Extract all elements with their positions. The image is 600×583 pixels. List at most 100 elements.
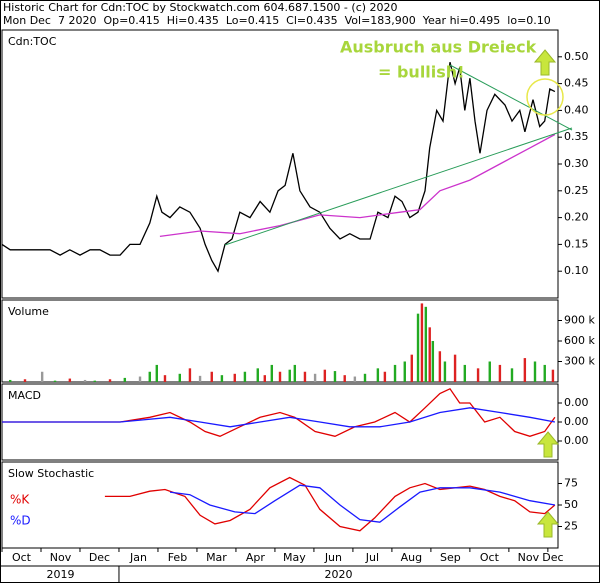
volume-bar [363, 373, 367, 382]
series-line [104, 476, 556, 532]
volume-bar [424, 306, 428, 382]
volume-bar [438, 351, 442, 382]
x-tick-label: Feb [168, 551, 187, 564]
volume-bar [353, 376, 357, 382]
y-tick-label: 0.00 [564, 434, 589, 447]
y-tick-label: 0.30 [564, 157, 589, 170]
volume-bar [288, 369, 291, 382]
y-tick-label: 0.00 [564, 415, 589, 428]
volume-bar [256, 368, 259, 382]
volume-bar [323, 369, 327, 382]
y-tick-label: 0.40 [564, 103, 589, 116]
y-tick-label: 0.50 [564, 50, 589, 63]
legend-entry: %D [10, 514, 31, 528]
volume-bar [8, 379, 12, 382]
panel-label: Slow Stochastic [8, 467, 94, 480]
x-tick-label: Oct [12, 551, 32, 564]
series-line [169, 484, 556, 523]
volume-bar [428, 327, 431, 382]
volume-bar [420, 303, 424, 382]
volume-bar [93, 380, 96, 382]
volume-bar [510, 368, 514, 382]
y-tick-label: 0.45 [564, 77, 589, 90]
volume-bar [313, 373, 317, 382]
volume-bar [410, 354, 413, 382]
x-tick-label: Jan [129, 551, 147, 564]
x-tick-label: Jun [324, 551, 342, 564]
volume-bar [431, 341, 435, 382]
volume-bar [393, 364, 397, 382]
volume-bar [270, 364, 274, 382]
x-tick-label: Dec [542, 551, 563, 564]
volume-bar [23, 379, 27, 382]
volume-bar [243, 371, 247, 382]
panel [1, 461, 559, 549]
annotation: = bullish! [378, 63, 464, 82]
y-tick-label: 0.10 [564, 264, 589, 277]
panel-label: MACD [8, 389, 41, 402]
volume-bar [333, 371, 337, 382]
volume-bar [210, 371, 213, 382]
x-tick-label: Jul [365, 551, 379, 564]
volume-bar [188, 368, 192, 382]
volume-bar [463, 364, 467, 382]
volume-bar [376, 368, 380, 382]
volume-bar [40, 371, 44, 382]
volume-bar [108, 379, 112, 382]
volume-bar [83, 379, 87, 382]
x-tick-label: Oct [480, 551, 500, 564]
volume-bar [488, 361, 491, 382]
panel-label: Volume [8, 305, 49, 318]
volume-bar [233, 373, 236, 382]
y-tick-label: 75 [564, 477, 578, 490]
volume-bar [403, 361, 406, 382]
x-tick-label: May [283, 551, 306, 564]
highlight-circle [526, 78, 564, 116]
y-tick-label: 0.25 [564, 184, 589, 197]
trendline [224, 127, 573, 246]
volume-bar [416, 313, 420, 382]
volume-bar [551, 369, 555, 382]
trendline [449, 64, 573, 131]
x-tick-label: Mar [206, 551, 227, 564]
y-tick-label: 0.20 [564, 211, 589, 224]
x-tick-label: Nov [518, 551, 540, 564]
up-arrow [536, 511, 560, 538]
volume-bar [303, 371, 307, 382]
y-tick-label: 25 [564, 520, 578, 533]
volume-bar [523, 358, 527, 382]
y-tick-label: 50 [564, 498, 578, 511]
year-label: 2019 [46, 568, 74, 581]
series-line [1, 62, 556, 273]
legend-entry: %K [10, 493, 30, 507]
x-tick-label: Nov [50, 551, 72, 564]
volume-bar [543, 364, 546, 382]
x-tick-label: Aug [401, 551, 422, 564]
volume-bar [123, 377, 127, 382]
y-tick-label: 600 k [564, 334, 595, 347]
year-label: 2020 [324, 568, 352, 581]
volume-bar [263, 375, 266, 382]
volume-bar [383, 371, 387, 382]
y-tick-label: 300 k [564, 355, 595, 368]
panel [1, 29, 559, 299]
volume-bar [453, 354, 457, 382]
volume-bar [178, 373, 181, 382]
y-tick-label: 0.35 [564, 130, 589, 143]
panel-label: Cdn:TOC [8, 35, 57, 48]
volume-bar [476, 368, 480, 382]
y-tick-label: 0.15 [564, 237, 589, 250]
up-arrow [536, 431, 560, 458]
annotation: Ausbruch aus Dreieck [340, 38, 537, 57]
volume-bar [293, 364, 297, 382]
y-tick-label: 900 k [564, 314, 595, 327]
x-tick-label: Apr [246, 551, 266, 564]
x-tick-label: Dec [89, 551, 110, 564]
volume-bar [155, 364, 158, 382]
header-line: Historic Chart for Cdn:TOC by Stockwatch… [3, 1, 398, 14]
series-line [159, 133, 556, 238]
volume-bar [443, 361, 447, 382]
volume-bar [343, 375, 346, 382]
panel [1, 299, 559, 383]
